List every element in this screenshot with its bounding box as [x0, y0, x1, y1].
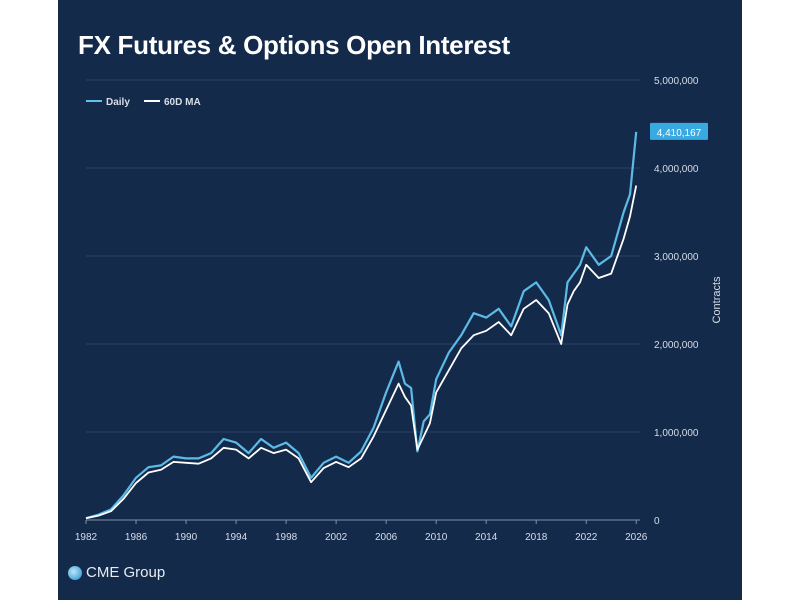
- x-tick-label: 2022: [575, 532, 598, 543]
- legend: Daily 60D MA: [86, 97, 201, 108]
- brand-name: CME Group: [86, 564, 166, 581]
- series-line-60d-ma: [85, 185, 638, 520]
- y-tick-label: 5,000,000: [654, 76, 699, 87]
- y-tick-label: 4,000,000: [654, 164, 699, 175]
- y-tick-label: 0: [654, 516, 660, 527]
- brand-logo: CME Group: [68, 564, 165, 581]
- chart-title: FX Futures & Options Open Interest: [78, 30, 510, 60]
- x-tick-label: 2002: [325, 532, 348, 543]
- y-tick-label: 1,000,000: [654, 428, 699, 439]
- series-line-daily: [85, 131, 638, 520]
- y-tick-label: 2,000,000: [654, 340, 699, 351]
- last-value-callout: [650, 122, 708, 140]
- x-tick-label: 1986: [125, 532, 148, 543]
- x-tick-label: 1998: [275, 532, 298, 543]
- x-tick-label: 1990: [175, 532, 198, 543]
- legend-label-60d-ma: 60D MA: [164, 97, 201, 108]
- globe-icon: [68, 565, 82, 580]
- x-tick-label: 1982: [75, 532, 98, 543]
- x-tick-label: 2026: [625, 532, 648, 543]
- x-tick-label: 2006: [375, 532, 398, 543]
- x-tick-label: 2018: [525, 532, 548, 543]
- last-value-label: 4,410,167: [657, 128, 702, 139]
- legend-label-daily: Daily: [106, 97, 130, 108]
- y-tick-label: 3,000,000: [654, 252, 699, 263]
- x-tick-label: 2010: [425, 532, 448, 543]
- y-axis-label: Contracts: [711, 276, 723, 324]
- chart-svg: 0 1,000,000 2,000,000 3,000,000 4,000,000 5,0…: [75, 76, 723, 543]
- x-tick-label: 2014: [475, 532, 498, 543]
- chart-panel: FX Futures & Options Open Interest 0 1,00…: [58, 0, 742, 600]
- x-tick-label: 1994: [225, 532, 248, 543]
